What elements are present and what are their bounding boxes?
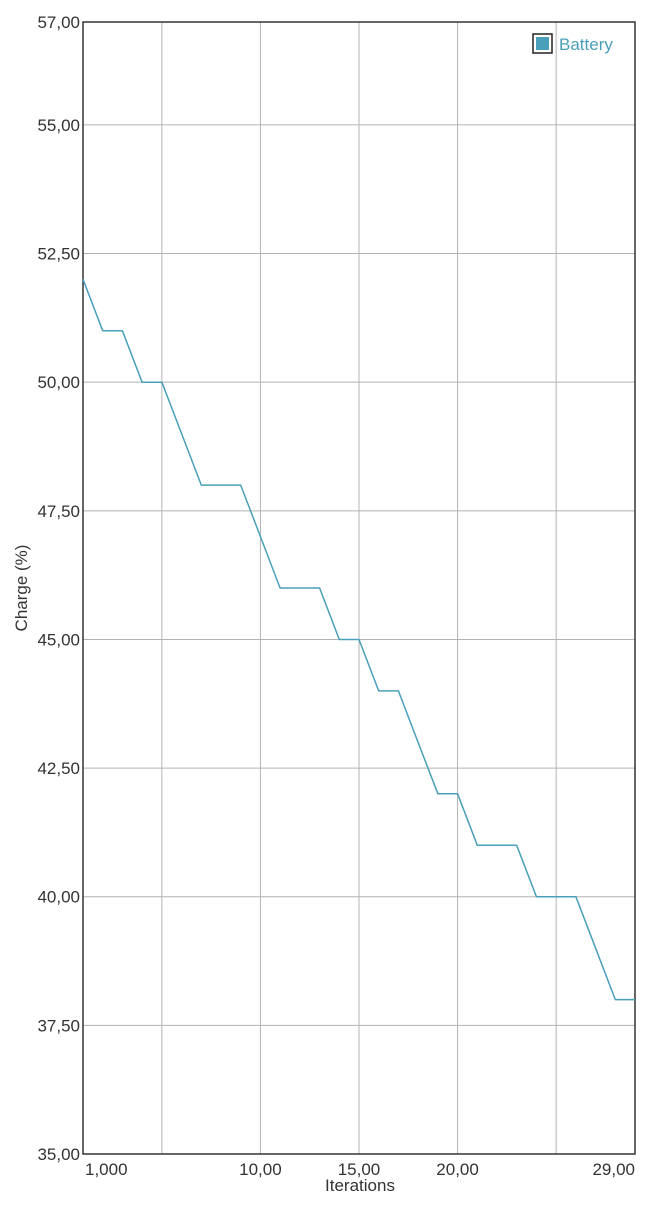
y-tick-label: 37,50 (37, 1016, 80, 1035)
legend-swatch-border (532, 33, 553, 54)
y-tick-label: 55,00 (37, 116, 80, 135)
y-tick-label: 35,00 (37, 1145, 80, 1164)
y-tick-label: 42,50 (37, 759, 80, 778)
x-tick-label: 1,000 (85, 1160, 128, 1179)
x-tick-label: 15,00 (338, 1160, 381, 1179)
y-axis-title: Charge (%) (12, 545, 31, 632)
legend-swatch (536, 37, 549, 50)
x-tick-label: 29,00 (592, 1160, 635, 1179)
y-tick-label: 52,50 (37, 245, 80, 264)
legend-label: Battery (559, 35, 613, 54)
y-tick-label: 40,00 (37, 888, 80, 907)
x-tick-label: 20,00 (436, 1160, 479, 1179)
series-line-battery (82, 279, 635, 1001)
x-axis-title: Iterations (325, 1176, 395, 1195)
x-tick-label: 10,00 (239, 1160, 282, 1179)
y-tick-label: 50,00 (37, 373, 80, 392)
plot-frame (82, 21, 636, 1155)
y-tick-label: 57,00 (37, 13, 80, 32)
y-tick-label: 47,50 (37, 502, 80, 521)
y-tick-label: 45,00 (37, 630, 80, 649)
